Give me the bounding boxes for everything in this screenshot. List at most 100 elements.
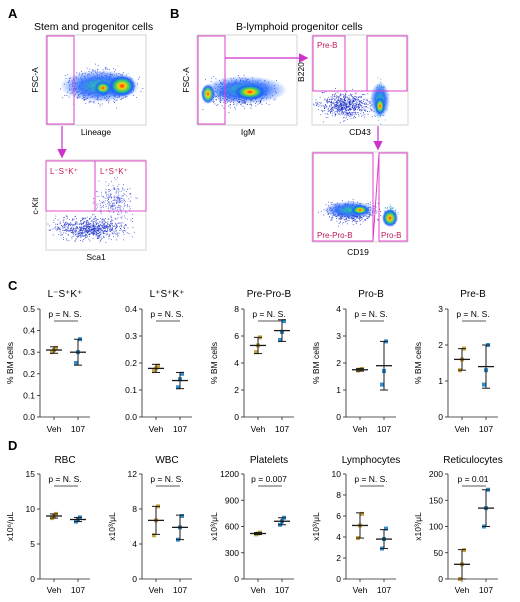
- y-tick-label: 2: [336, 553, 341, 563]
- pre-pro-b-gate: [312, 152, 374, 242]
- lineage-negative-gate: [46, 35, 75, 125]
- dot-plot: Reticulocytes 0 50 100 150 200 x10³/μL Veh 107 p …: [413, 455, 503, 595]
- y-tick-label: 8: [336, 490, 341, 500]
- y-axis-label: x10³/μL: [209, 512, 219, 541]
- y-tick-label: 0.1: [125, 385, 137, 395]
- y-tick-label: 0.3: [23, 347, 35, 357]
- data-point: [462, 548, 466, 553]
- density-hotspot: [375, 97, 385, 115]
- chart-title: Pro-B: [358, 289, 384, 300]
- y-tick-label: 0.1: [23, 390, 35, 400]
- data-point: [254, 350, 258, 355]
- chart-title: Platelets: [250, 455, 288, 466]
- category-label: 107: [377, 424, 391, 434]
- data-point: [482, 382, 486, 387]
- category-label: 107: [377, 585, 391, 595]
- y-tick-label: 0.2: [23, 369, 35, 379]
- data-point: [384, 526, 388, 531]
- data-point: [54, 345, 58, 350]
- y-tick-label: 2: [438, 340, 443, 350]
- panel-b-title: B-lymphoid progenitor cells: [236, 21, 363, 33]
- lsk-plus-gate: [94, 160, 147, 212]
- category-label: Veh: [455, 585, 470, 595]
- chart-title: WBC: [155, 455, 178, 466]
- category-label: 107: [479, 424, 493, 434]
- y-tick-label: 50: [434, 548, 444, 558]
- density-hotspot: [94, 81, 112, 95]
- dot-plot: Pre-Pro-B 0 2 4 6 8 % BM cells Veh 107 p = N. S.: [209, 289, 294, 434]
- y-tick-label: 200: [429, 469, 443, 479]
- density-hotspot: [351, 205, 369, 215]
- y-tick-label: 1: [336, 385, 341, 395]
- y-axis-label: % BM cells: [5, 342, 15, 384]
- significance-label: p = N. S.: [456, 309, 489, 319]
- panel-d-letter: D: [8, 438, 17, 453]
- y-tick-label: 3: [336, 331, 341, 341]
- y-axis-label: % BM cells: [209, 342, 219, 384]
- dot-plot: Pro-B 0 1 2 3 4 % BM cells Veh 107 p = N. S.: [311, 289, 396, 434]
- dot-plot-grid: L⁻S⁺K⁺ 0.0 0.1 0.2 0.3 0.4 0.5 % BM cells Veh 107…: [5, 289, 503, 595]
- y-tick-label: 1200: [220, 469, 239, 479]
- y-tick-label: 150: [429, 495, 443, 505]
- y-tick-label: 0.4: [23, 326, 35, 336]
- density-hotspot: [201, 84, 215, 104]
- y-tick-label: 100: [429, 522, 443, 532]
- chart-title: RBC: [54, 455, 75, 466]
- category-label: 107: [173, 585, 187, 595]
- y-tick-label: 2: [336, 358, 341, 368]
- significance-label: p = N. S.: [48, 474, 81, 484]
- y-tick-label: 0: [438, 412, 443, 422]
- flow-plot-cd19: Pre-Pro-B Pro-B CD19: [311, 151, 409, 257]
- panel-a-letter: A: [8, 6, 18, 21]
- x-axis-label: CD43: [349, 127, 371, 137]
- density-hotspot: [108, 75, 136, 97]
- panel-b-letter: B: [170, 6, 179, 21]
- data-point: [152, 369, 156, 374]
- data-point: [380, 382, 384, 387]
- y-axis-label: x10³/μL: [107, 512, 117, 541]
- flow-plot-cd43-b220: Pre-B B220 CD43: [296, 34, 409, 137]
- y-tick-label: 0.0: [23, 412, 35, 422]
- data-point: [180, 514, 184, 518]
- category-label: Veh: [251, 585, 266, 595]
- significance-label: p = 0.007: [251, 474, 287, 484]
- density-hotspot: [234, 84, 266, 100]
- category-label: 107: [71, 424, 85, 434]
- y-tick-label: 4: [234, 358, 239, 368]
- y-tick-label: 5: [30, 539, 35, 549]
- y-axis-label: x10⁶/μL: [5, 512, 15, 541]
- y-tick-label: 12: [128, 469, 138, 479]
- category-label: Veh: [47, 585, 62, 595]
- y-tick-label: 2: [234, 385, 239, 395]
- data-point: [50, 350, 54, 355]
- y-tick-label: 0: [438, 574, 443, 584]
- dot-plot: RBC 0 5 10 15 x10⁶/μL Veh 107 p = N. S.: [5, 455, 90, 595]
- y-tick-label: 0.2: [125, 358, 137, 368]
- y-tick-label: 600: [225, 522, 239, 532]
- flow-plot-lineage: FSC-A Lineage: [30, 34, 147, 137]
- category-label: 107: [275, 585, 289, 595]
- density-dots: [47, 176, 138, 243]
- y-tick-label: 1: [438, 376, 443, 386]
- y-tick-label: 0: [30, 574, 35, 584]
- panel-a: A Stem and progenitor cells FSC-A Lineag…: [8, 6, 153, 262]
- y-tick-label: 0.4: [125, 304, 137, 314]
- y-tick-label: 8: [132, 504, 137, 514]
- category-label: 107: [479, 585, 493, 595]
- category-label: Veh: [251, 424, 266, 434]
- chart-title: L⁺S⁺K⁺: [150, 289, 185, 300]
- panel-b: B B-lymphoid progenitor cells FSC-A IgM …: [170, 6, 409, 257]
- y-axis-label: FSC-A: [30, 67, 40, 93]
- y-axis-label: FSC-A: [181, 67, 191, 93]
- x-axis-label: CD19: [347, 247, 369, 257]
- category-label: Veh: [149, 424, 164, 434]
- y-axis-label: x10³/μL: [311, 512, 321, 541]
- y-tick-label: 3: [438, 304, 443, 314]
- y-tick-label: 0.0: [125, 412, 137, 422]
- y-tick-label: 6: [336, 511, 341, 521]
- data-point: [180, 371, 184, 376]
- significance-label: p = N. S.: [354, 309, 387, 319]
- category-label: Veh: [149, 585, 164, 595]
- y-tick-label: 0: [234, 574, 239, 584]
